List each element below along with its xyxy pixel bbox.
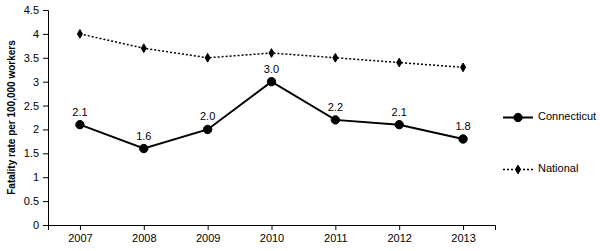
- y-tick-label: 4: [33, 28, 39, 40]
- marker: [77, 30, 82, 39]
- x-tick: 2008: [132, 225, 156, 244]
- y-tick: 3: [33, 76, 48, 88]
- x-tick-label: 2010: [260, 232, 284, 244]
- x-tick-mark: [208, 225, 209, 230]
- marker: [205, 53, 210, 62]
- y-tick: 2.5: [24, 100, 48, 112]
- legend-marker: [515, 165, 520, 174]
- x-tick-label: 2013: [451, 232, 475, 244]
- legend-item: Connecticut: [503, 110, 596, 122]
- y-tick-mark: [43, 225, 48, 226]
- data-label: 1.6: [136, 130, 151, 142]
- y-tick: 2: [33, 123, 48, 135]
- y-tick-label: 4.5: [24, 4, 39, 16]
- data-label: 2.2: [328, 101, 343, 113]
- x-tick-label: 2012: [387, 232, 411, 244]
- marker: [333, 53, 338, 62]
- y-tick-mark: [43, 10, 48, 11]
- marker: [395, 120, 403, 128]
- marker: [397, 58, 402, 67]
- data-label: 2.1: [72, 106, 87, 118]
- x-tick-mark: [80, 225, 81, 230]
- y-tick: 1: [33, 171, 48, 183]
- y-tick-label: 3.5: [24, 52, 39, 64]
- y-tick-mark: [43, 58, 48, 59]
- x-tick-mark: [272, 225, 273, 230]
- x-tick: 2013: [451, 225, 475, 244]
- y-tick-label: 2.5: [24, 100, 39, 112]
- y-tick: 4: [33, 28, 48, 40]
- x-tick-mark: [144, 225, 145, 230]
- y-tick: 4.5: [24, 4, 48, 16]
- data-label: 1.8: [455, 120, 470, 132]
- chart: 0 0.5 1 1.5 2 2.5 3 3.5 4 4.5 2007 2008 2009 2010 2011…: [0, 0, 600, 251]
- marker: [267, 77, 275, 85]
- y-axis-line: [43, 11, 49, 226]
- marker: [269, 49, 274, 58]
- x-axis: 2007 2008 2009 2010 2011 2012 2013: [49, 225, 496, 244]
- x-axis-line: [49, 226, 496, 231]
- data-label: 3.0: [264, 63, 279, 75]
- x-tick-label: 2009: [196, 232, 220, 244]
- x-tick: 2011: [324, 225, 348, 244]
- y-tick-mark: [43, 106, 48, 107]
- y-tick-label: 1: [33, 171, 39, 183]
- marker: [141, 44, 146, 53]
- marker: [459, 135, 467, 143]
- x-tick: 2009: [196, 225, 220, 244]
- y-tick-label: 3: [33, 76, 39, 88]
- y-tick-label: 1.5: [24, 147, 39, 159]
- data-label: 2.1: [392, 106, 407, 118]
- y-tick-mark: [43, 177, 48, 178]
- x-tick-mark: [335, 225, 336, 230]
- y-tick: 0: [33, 219, 48, 231]
- y-tick: 3.5: [24, 52, 48, 64]
- marker: [461, 63, 466, 72]
- y-tick-mark: [43, 201, 48, 202]
- x-tick-label: 2007: [68, 232, 92, 244]
- legend-label: National: [538, 162, 578, 174]
- series-line: [80, 82, 463, 149]
- legend-label: Connecticut: [538, 110, 596, 122]
- legend: Connecticut National: [503, 110, 596, 174]
- legend-item: National: [503, 162, 578, 174]
- marks: [76, 30, 468, 153]
- data-labels: 2.1 1.6 2.0 3.0 2.2 2.1 1.8: [72, 63, 470, 142]
- marker: [331, 116, 339, 124]
- x-tick: 2010: [260, 225, 284, 244]
- y-tick-mark: [43, 153, 48, 154]
- y-tick: 0.5: [24, 195, 48, 207]
- y-tick-label: 0.5: [24, 195, 39, 207]
- x-tick: 2007: [68, 225, 92, 244]
- x-tick-label: 2011: [324, 232, 348, 244]
- y-tick-mark: [43, 82, 48, 83]
- marker: [203, 125, 211, 133]
- marker: [140, 144, 148, 152]
- y-tick: 1.5: [24, 147, 48, 159]
- y-tick-label: 2: [33, 123, 39, 135]
- x-tick-mark: [463, 225, 464, 230]
- y-tick-mark: [43, 34, 48, 35]
- marker: [76, 120, 84, 128]
- legend-marker: [514, 113, 522, 121]
- x-tick-label: 2008: [132, 232, 156, 244]
- x-tick-mark: [399, 225, 400, 230]
- y-tick-label: 0: [33, 219, 39, 231]
- y-axis-title: Fatality rate per 100,000 workers: [6, 40, 17, 195]
- x-tick: 2012: [387, 225, 411, 244]
- data-label: 2.0: [200, 110, 215, 122]
- y-tick-mark: [43, 129, 48, 130]
- plot-area: 0 0.5 1 1.5 2 2.5 3 3.5 4 4.5 2007 2008 2009 2010 2011…: [24, 4, 496, 244]
- y-axis: 0 0.5 1 1.5 2 2.5 3 3.5 4 4.5: [24, 4, 49, 231]
